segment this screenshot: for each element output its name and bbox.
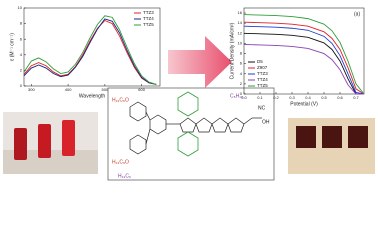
figure: 0 2 4 6 8 10 300 400 500 600 Wavelength ε (M⁻¹ cm⁻¹… — [3, 5, 375, 181]
x-tick-label: 0.5 — [321, 95, 327, 100]
legend-label: TTZ5 — [257, 83, 268, 88]
annotation: (a) — [354, 11, 360, 17]
series-line — [243, 21, 365, 95]
legend-label: TTZ4 — [257, 77, 268, 82]
cell — [348, 126, 368, 148]
series-line — [23, 19, 157, 85]
legend-label: TTZ3 — [257, 71, 268, 76]
vial — [14, 128, 27, 160]
x-tick-label: 400 — [65, 87, 72, 92]
legend-label: TTZ4 — [143, 16, 154, 21]
x-tick-label: 0.3 — [289, 95, 295, 100]
y-tick-label: 2 — [240, 81, 243, 86]
y-tick-label: 14 — [238, 20, 243, 25]
y-tick-label: 8 — [20, 21, 23, 26]
structure-rings — [177, 91, 199, 157]
y-tick-label: 12 — [238, 30, 243, 35]
y-tick-label: 10 — [18, 5, 23, 10]
vial — [38, 124, 51, 158]
y-tick-label: 16 — [238, 10, 243, 15]
y-tick-label: 10 — [238, 40, 243, 45]
series-line — [243, 43, 364, 95]
y-tick-label: 0 — [20, 83, 23, 88]
structure-label: H₁₃C₆O — [112, 159, 129, 165]
vial — [62, 120, 75, 156]
y-tick-label: 4 — [20, 52, 23, 57]
x-tick-label: 0.2 — [273, 95, 279, 100]
y-tick-label: 8 — [240, 51, 243, 56]
structure-label: NC — [258, 105, 266, 111]
y-tick-label: 6 — [20, 36, 23, 41]
legend-label: TTZ5 — [143, 22, 154, 27]
x-tick-label: 0.6 — [337, 95, 343, 100]
structure-bonds — [129, 101, 262, 155]
structure-label: C₆H₁₃ — [230, 93, 243, 99]
cell — [322, 126, 342, 148]
legend-label: Z907 — [257, 65, 268, 70]
y-tick-label: 0 — [240, 91, 243, 96]
graphical-abstract: 0 2 4 6 8 10 300 400 500 600 Wavelength ε (M⁻¹ cm⁻¹… — [3, 5, 375, 181]
structure-label: OH — [262, 119, 270, 125]
plot-frame — [243, 7, 365, 95]
series-line — [243, 32, 364, 95]
x-axis-label: Potential (V) — [290, 101, 318, 107]
x-tick-label: 0.0 — [241, 95, 247, 100]
plot-frame — [23, 7, 161, 87]
y-tick-label: 4 — [240, 71, 243, 76]
series-line — [23, 15, 157, 85]
x-tick-label: 500 — [102, 87, 109, 92]
cell — [296, 126, 316, 148]
x-tick-label: 600 — [138, 87, 145, 92]
y-axis-label: ε (M⁻¹ cm⁻¹) — [9, 33, 15, 61]
series-line — [23, 18, 157, 85]
arrow — [168, 36, 232, 88]
x-axis-label: Wavelength — [79, 93, 105, 99]
x-tick-label: 0.7 — [353, 95, 359, 100]
legend-label: TTZ3 — [143, 10, 154, 15]
series-line — [243, 25, 365, 95]
y-tick-label: 6 — [240, 61, 243, 66]
series-line — [243, 14, 365, 95]
x-tick-label: 0.4 — [305, 95, 311, 100]
legend-label: D5 — [257, 59, 263, 64]
structure-label: H₁₃C₆O — [112, 97, 129, 103]
y-axis-label: Current Density (mA/cm²) — [229, 22, 235, 79]
structure-label: H₁₃C₆ — [118, 173, 131, 179]
y-tick-label: 2 — [20, 67, 23, 72]
x-tick-label: 0.1 — [257, 95, 263, 100]
x-tick-label: 300 — [28, 87, 35, 92]
